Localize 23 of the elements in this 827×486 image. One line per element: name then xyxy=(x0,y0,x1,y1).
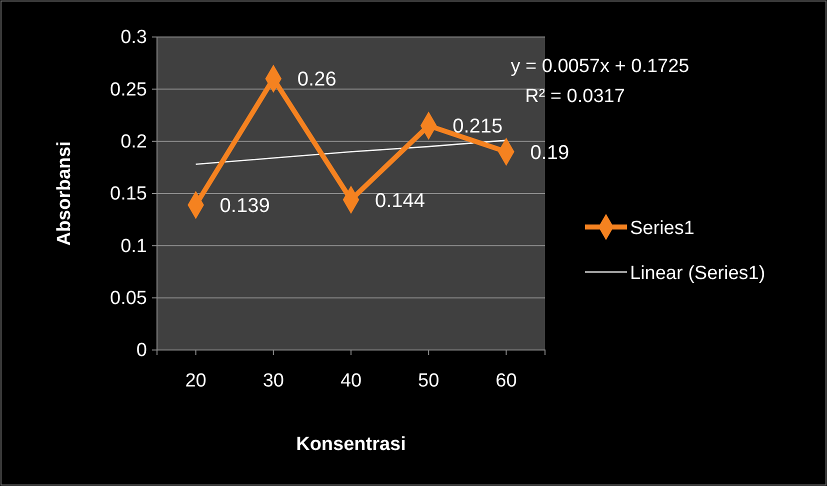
x-tick-label: 60 xyxy=(496,370,517,392)
y-axis-title: Absorbansi xyxy=(54,141,75,246)
x-tick-label: 30 xyxy=(262,370,284,392)
data-label: 0.215 xyxy=(452,116,503,138)
y-tick-label: 0.2 xyxy=(120,131,147,152)
y-tick-label: 0 xyxy=(136,340,147,362)
y-tick-label: 0.25 xyxy=(110,79,147,100)
x-tick-label: 50 xyxy=(418,370,440,392)
y-tick-label: 0.15 xyxy=(110,184,147,205)
data-label: 0.139 xyxy=(220,194,270,217)
x-tick-label: 20 xyxy=(185,370,206,392)
x-tick-label: 40 xyxy=(340,370,362,392)
x-axis-title: Konsentrasi xyxy=(296,434,406,455)
annotation: R² = 0.0317 xyxy=(525,86,625,107)
legend-label: Linear (Series1) xyxy=(630,263,766,284)
data-label: 0.26 xyxy=(297,68,336,91)
data-label: 0.19 xyxy=(530,142,570,164)
data-label: 0.144 xyxy=(375,190,426,212)
annotation: y = 0.0057x + 0.1725 xyxy=(510,56,690,77)
y-tick-label: 0.3 xyxy=(120,27,147,48)
y-tick-label: 0.05 xyxy=(110,288,147,309)
legend-label: Series1 xyxy=(630,218,694,239)
y-tick-label: 0.1 xyxy=(120,236,147,257)
